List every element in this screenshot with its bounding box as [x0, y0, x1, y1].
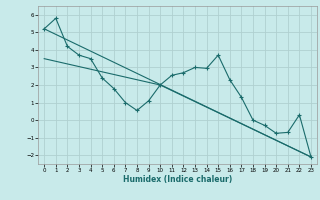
X-axis label: Humidex (Indice chaleur): Humidex (Indice chaleur)	[123, 175, 232, 184]
